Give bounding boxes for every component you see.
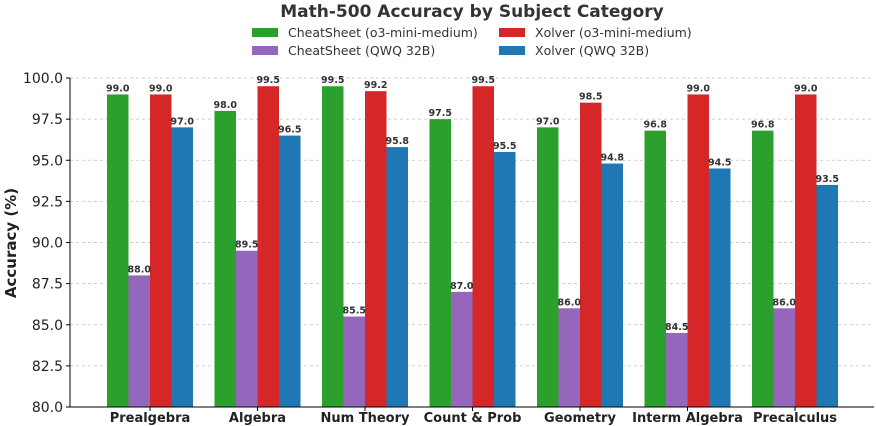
bar — [472, 86, 494, 407]
legend-swatch — [252, 46, 278, 55]
bar — [343, 316, 365, 407]
bar — [322, 86, 344, 407]
data-label: 99.0 — [794, 83, 818, 94]
legend-label: Xolver (QWQ 32B) — [535, 43, 649, 58]
y-axis-label: Accuracy (%) — [2, 188, 20, 298]
bar — [601, 163, 623, 407]
data-label: 99.5 — [257, 75, 280, 86]
legend: CheatSheet (o3-mini-medium) CheatSheet (Q… — [252, 25, 692, 58]
data-labels: 99.0 88.0 99.0 97.0 98.0 89.5 99.5 96.5 99.5 85.5… — [106, 75, 839, 333]
x-tick-label: Geometry — [544, 411, 616, 426]
data-label: 86.0 — [773, 297, 797, 308]
x-tick-label: Prealgebra — [110, 411, 191, 426]
bar — [429, 119, 451, 407]
data-label: 98.0 — [214, 100, 238, 111]
data-label: 87.0 — [450, 281, 474, 292]
y-tick-label: 82.5 — [32, 359, 63, 375]
bar — [644, 130, 666, 407]
data-label: 84.5 — [665, 322, 688, 333]
bar — [816, 184, 838, 407]
y-tick-label: 87.5 — [32, 277, 63, 293]
legend-swatch — [499, 28, 525, 37]
data-label: 97.5 — [429, 108, 452, 119]
data-label: 96.8 — [751, 120, 775, 131]
y-tick-label: 95.0 — [32, 153, 63, 169]
data-label: 85.5 — [343, 306, 366, 317]
bar — [386, 147, 408, 407]
x-tick-label: Num Theory — [321, 411, 410, 426]
bar — [558, 308, 580, 407]
data-label: 94.8 — [601, 153, 625, 164]
axes: 80.0 82.5 85.0 87.5 90.0 92.5 95.0 97.5 100.0 Pre… — [23, 71, 874, 426]
data-label: 99.0 — [149, 83, 173, 94]
data-label: 97.0 — [171, 116, 195, 127]
bar — [752, 130, 774, 407]
data-label: 96.8 — [644, 120, 668, 131]
x-tick-label: Algebra — [229, 411, 286, 426]
legend-label: CheatSheet (o3-mini-medium) — [288, 25, 478, 40]
bar — [214, 110, 236, 408]
data-label: 95.8 — [386, 136, 410, 147]
data-label: 99.5 — [472, 75, 495, 86]
data-label: 93.5 — [816, 174, 839, 185]
x-tick-label: Interm Algebra — [632, 411, 743, 426]
data-label: 99.5 — [321, 75, 344, 86]
bar — [365, 91, 387, 407]
y-tick-label: 85.0 — [32, 318, 63, 334]
y-tick-label: 90.0 — [32, 236, 63, 252]
bar — [451, 291, 473, 407]
y-tick-label: 80.0 — [32, 400, 63, 416]
data-label: 89.5 — [235, 240, 258, 251]
legend-swatch — [252, 28, 278, 37]
bar — [709, 168, 731, 407]
data-label: 99.0 — [687, 83, 711, 94]
bar — [171, 127, 193, 407]
data-label: 99.2 — [364, 80, 387, 91]
bar — [236, 250, 258, 407]
bar — [666, 332, 688, 407]
bar — [494, 152, 516, 407]
legend-label: CheatSheet (QWQ 32B) — [288, 43, 435, 58]
data-label: 99.0 — [106, 83, 130, 94]
bar — [128, 275, 150, 407]
x-tick-label: Precalculus — [753, 411, 837, 426]
data-label: 88.0 — [128, 264, 152, 275]
data-label: 97.0 — [536, 116, 560, 127]
bar — [687, 94, 709, 407]
bar — [107, 94, 129, 407]
bar — [773, 308, 795, 407]
y-tick-label: 97.5 — [32, 112, 63, 128]
data-label: 96.5 — [278, 125, 301, 136]
x-tick-label: Count & Prob — [424, 411, 522, 426]
y-tick-label: 92.5 — [32, 194, 63, 210]
bar — [580, 102, 602, 408]
data-label: 94.5 — [708, 157, 731, 168]
bar — [279, 135, 301, 407]
bar — [150, 94, 172, 407]
legend-swatch — [499, 46, 525, 55]
data-label: 98.5 — [579, 92, 602, 103]
y-tick-label: 100.0 — [23, 71, 63, 87]
data-label: 95.5 — [493, 141, 516, 152]
bars — [107, 86, 838, 408]
bar — [795, 94, 817, 407]
data-label: 86.0 — [558, 297, 582, 308]
bar — [257, 86, 279, 407]
bar — [537, 127, 559, 407]
chart-title: Math-500 Accuracy by Subject Category — [280, 2, 664, 22]
legend-label: Xolver (o3-mini-medium) — [535, 25, 692, 40]
